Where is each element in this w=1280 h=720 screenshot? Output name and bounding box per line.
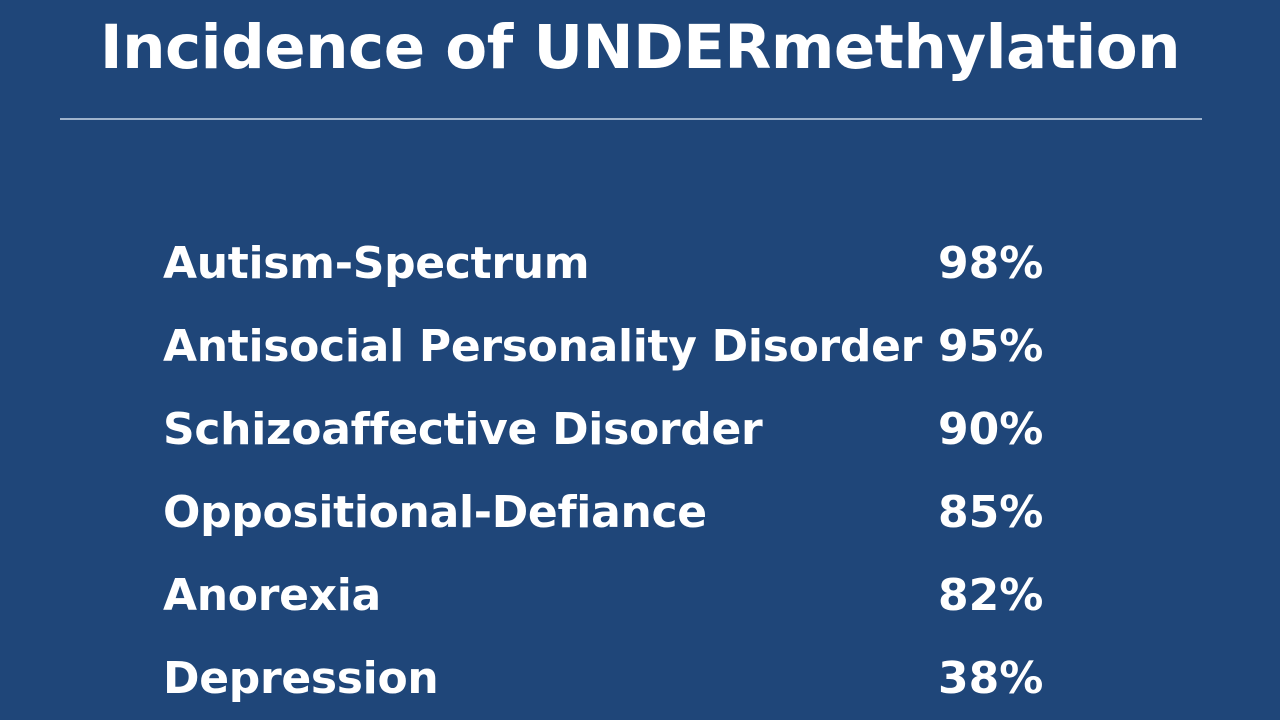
list-item: Oppositional-Defiance 85% <box>0 471 1280 554</box>
incidence-value: 95% <box>938 321 1044 372</box>
incidence-value: 82% <box>938 570 1044 621</box>
incidence-value: 38% <box>938 653 1044 704</box>
list-item: Antisocial Personality Disorder 95% <box>0 305 1280 388</box>
list-item: Depression 38% <box>0 637 1280 720</box>
condition-label: Depression <box>163 653 439 704</box>
incidence-value: 90% <box>938 404 1044 455</box>
list-item: Autism-Spectrum 98% <box>0 222 1280 305</box>
condition-label: Antisocial Personality Disorder <box>163 321 923 372</box>
incidence-list: Autism-Spectrum 98% Antisocial Personali… <box>0 222 1280 720</box>
incidence-value: 98% <box>938 238 1044 289</box>
list-item: Anorexia 82% <box>0 554 1280 637</box>
list-item: Schizoaffective Disorder 90% <box>0 388 1280 471</box>
title-divider <box>60 118 1202 120</box>
condition-label: Oppositional-Defiance <box>163 487 707 538</box>
incidence-value: 85% <box>938 487 1044 538</box>
condition-label: Anorexia <box>163 570 381 621</box>
slide-title: Incidence of UNDERmethylation <box>99 12 1181 83</box>
condition-label: Schizoaffective Disorder <box>163 404 763 455</box>
condition-label: Autism-Spectrum <box>163 238 590 289</box>
